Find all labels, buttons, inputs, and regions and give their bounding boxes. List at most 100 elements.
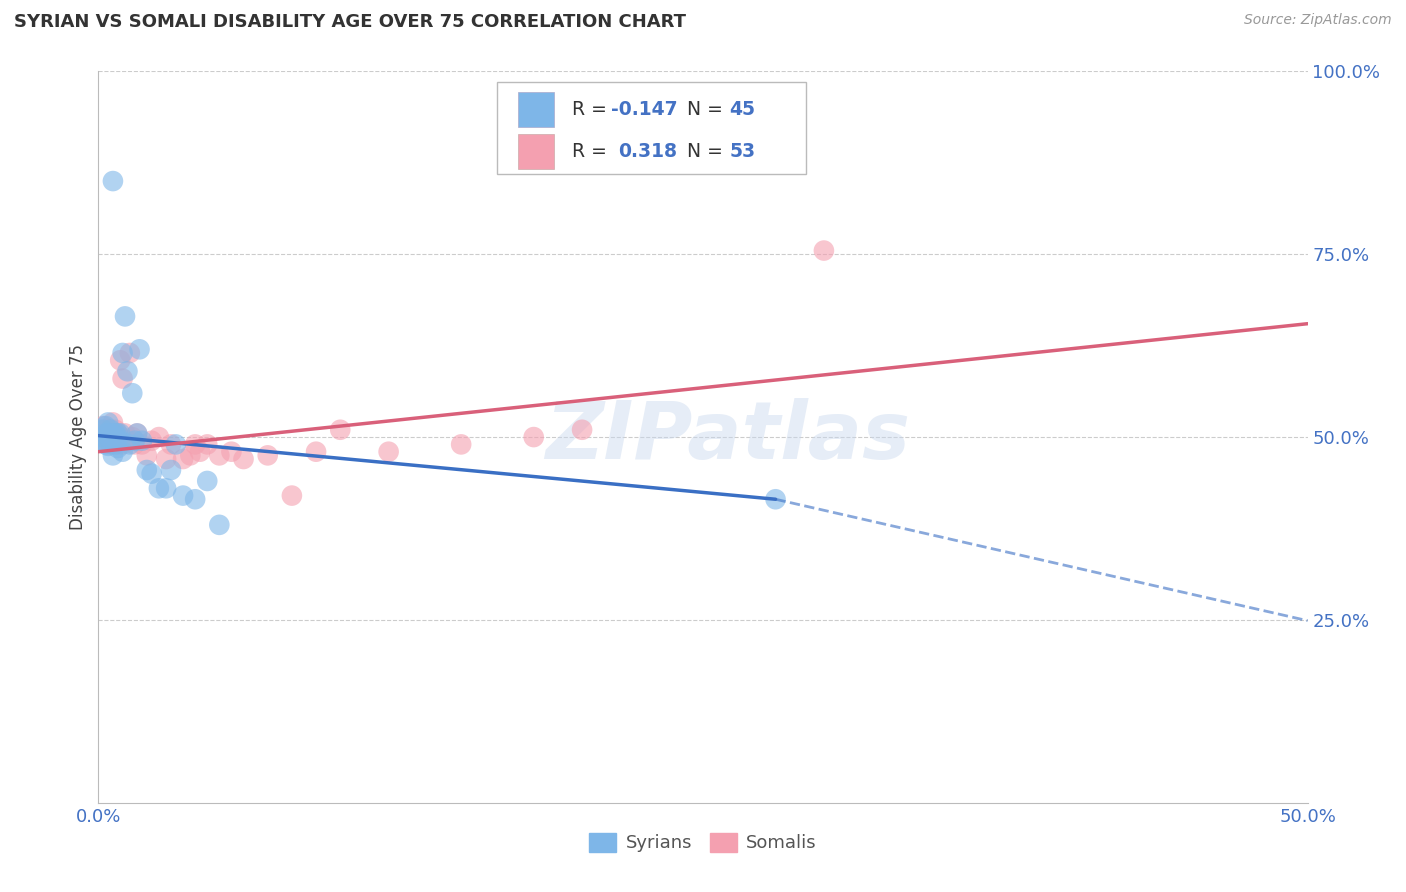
Point <box>121 430 143 444</box>
Point <box>97 434 120 448</box>
Point <box>111 437 134 451</box>
Point <box>172 452 194 467</box>
Point <box>104 426 127 441</box>
Point <box>101 426 124 441</box>
Point <box>97 439 120 453</box>
Point <box>127 426 149 441</box>
Point <box>104 434 127 448</box>
Point <box>114 310 136 324</box>
Point <box>160 437 183 451</box>
Point <box>104 426 127 441</box>
Text: R =: R = <box>572 100 613 119</box>
Point <box>107 437 129 451</box>
Point <box>107 430 129 444</box>
Point <box>108 353 131 368</box>
Point <box>148 481 170 495</box>
Point <box>111 444 134 458</box>
Text: -0.147: -0.147 <box>612 100 678 119</box>
Point <box>195 437 218 451</box>
Point <box>100 423 122 437</box>
Point <box>208 517 231 532</box>
Point <box>329 423 352 437</box>
Point <box>305 444 328 458</box>
Point <box>155 481 177 495</box>
Point <box>107 426 129 441</box>
Point <box>135 448 157 462</box>
Point <box>118 437 141 451</box>
Point <box>184 492 207 507</box>
Point <box>281 489 304 503</box>
Text: SYRIAN VS SOMALI DISABILITY AGE OVER 75 CORRELATION CHART: SYRIAN VS SOMALI DISABILITY AGE OVER 75 … <box>14 13 686 31</box>
Point <box>97 416 120 430</box>
Text: Source: ZipAtlas.com: Source: ZipAtlas.com <box>1244 13 1392 28</box>
Point <box>94 437 117 451</box>
Point <box>104 430 127 444</box>
Point <box>107 426 129 441</box>
Point <box>208 448 231 462</box>
FancyBboxPatch shape <box>517 92 554 127</box>
Point <box>121 386 143 401</box>
Point <box>91 434 114 448</box>
Point <box>108 434 131 448</box>
Text: N =: N = <box>675 100 730 119</box>
Point <box>97 426 120 441</box>
Point <box>91 434 114 448</box>
Point <box>195 474 218 488</box>
FancyBboxPatch shape <box>498 82 806 174</box>
Point <box>765 492 787 507</box>
Point <box>108 426 131 441</box>
Point <box>100 436 122 450</box>
Point <box>141 467 163 481</box>
Point <box>179 448 201 462</box>
Point <box>94 423 117 437</box>
Point <box>94 419 117 434</box>
Point <box>101 430 124 444</box>
Point <box>160 463 183 477</box>
Point <box>117 364 139 378</box>
Point <box>111 346 134 360</box>
Point <box>94 426 117 441</box>
Point <box>100 430 122 444</box>
Point <box>148 430 170 444</box>
Point <box>101 416 124 430</box>
Point <box>221 444 243 458</box>
Point <box>131 434 153 448</box>
Point <box>172 489 194 503</box>
Point <box>91 419 114 434</box>
Point <box>108 430 131 444</box>
Point <box>155 452 177 467</box>
Point <box>91 423 114 437</box>
Point <box>94 430 117 444</box>
Point <box>131 437 153 451</box>
FancyBboxPatch shape <box>517 134 554 169</box>
Point <box>100 432 122 446</box>
Text: 45: 45 <box>730 100 755 119</box>
Text: R =: R = <box>572 142 619 161</box>
Point <box>114 426 136 441</box>
Point <box>90 430 112 444</box>
Point <box>100 437 122 451</box>
Point <box>256 448 278 462</box>
Point <box>101 448 124 462</box>
Point <box>124 437 146 451</box>
Point <box>450 437 472 451</box>
Text: 0.318: 0.318 <box>619 142 678 161</box>
Point <box>813 244 835 258</box>
Point <box>101 434 124 448</box>
Text: 53: 53 <box>730 142 756 161</box>
Point <box>141 434 163 448</box>
Point <box>104 423 127 437</box>
Point <box>232 452 254 467</box>
Text: ZIPatlas: ZIPatlas <box>544 398 910 476</box>
Point <box>571 423 593 437</box>
Point <box>523 430 546 444</box>
Point <box>111 371 134 385</box>
Point <box>165 437 187 451</box>
Point <box>127 426 149 441</box>
Point <box>135 463 157 477</box>
Text: N =: N = <box>675 142 730 161</box>
Point <box>128 343 150 357</box>
Point <box>101 426 124 441</box>
Point <box>377 444 399 458</box>
Point <box>188 444 211 458</box>
